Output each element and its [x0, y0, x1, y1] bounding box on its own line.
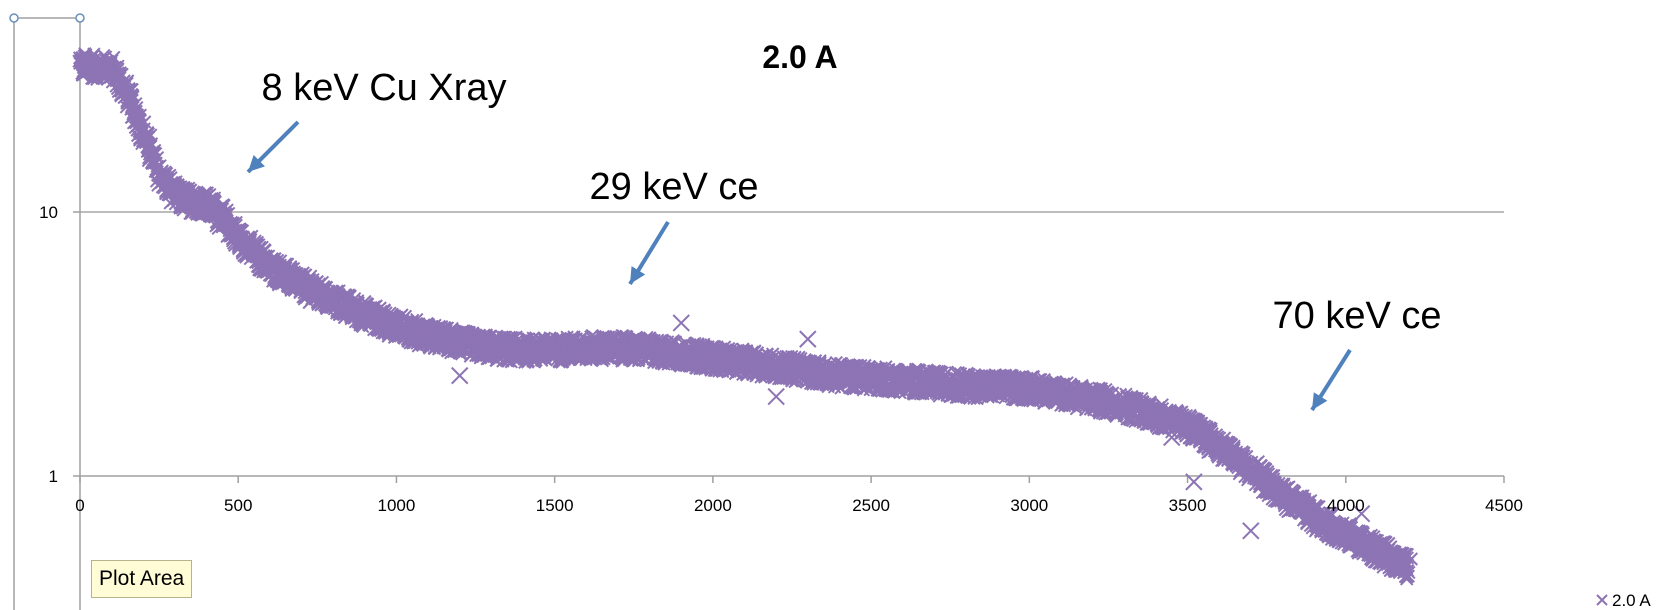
legend-label: 2.0 A — [1612, 591, 1651, 610]
annotation-arrowhead — [1312, 392, 1328, 410]
axes — [13, 14, 1505, 610]
data-point — [767, 387, 785, 406]
data-point — [1242, 522, 1260, 540]
annotations: 8 keV Cu Xray 29 keV ce 70 keV ce — [246, 67, 1442, 412]
data-point — [147, 143, 162, 158]
data-point — [219, 207, 233, 221]
data-point — [137, 115, 152, 129]
annotation-arrowhead — [630, 266, 646, 284]
x-tick-label: 0 — [75, 496, 84, 515]
selection-handle[interactable] — [75, 13, 85, 23]
chart-title: 2.0 A — [762, 39, 837, 75]
x-tick-label: 3000 — [1010, 496, 1048, 515]
legend: 2.0 A — [1596, 591, 1651, 610]
y-tick-label: 10 — [39, 203, 58, 222]
tick-labels: 1 10 0 500 1000 1500 2000 2500 3000 3500 4000 4500 — [39, 203, 1523, 515]
annotation-arrowhead — [248, 155, 265, 172]
x-tick-label: 2000 — [694, 496, 732, 515]
selection-handle[interactable] — [9, 13, 19, 23]
selection-handles[interactable] — [9, 13, 85, 23]
annotation-label: 70 keV ce — [1273, 295, 1442, 337]
data-point — [1400, 551, 1415, 565]
data-point — [451, 366, 469, 385]
x-tick-label: 2500 — [852, 496, 890, 515]
x-tick-label: 1500 — [536, 496, 574, 515]
y-tick-label: 1 — [49, 467, 58, 486]
data-point — [1352, 504, 1371, 523]
annotation-label: 29 keV ce — [590, 166, 759, 208]
data-point — [221, 206, 236, 221]
data-point — [1400, 556, 1415, 570]
annotation-label: 8 keV Cu Xray — [262, 67, 507, 109]
data-point — [799, 330, 817, 348]
data-points — [72, 46, 1419, 586]
data-point — [140, 130, 155, 144]
data-point — [220, 203, 234, 217]
data-point — [1185, 473, 1203, 491]
data-point — [672, 314, 690, 332]
data-point — [1163, 428, 1181, 447]
legend-marker — [1596, 594, 1608, 606]
x-tick-label: 1000 — [378, 496, 416, 515]
x-tick-label: 4500 — [1485, 496, 1523, 515]
x-tick-label: 500 — [224, 496, 252, 515]
x-tick-label: 4000 — [1327, 496, 1365, 515]
plot-area-tooltip: Plot Area — [91, 560, 193, 598]
x-tick-label: 3500 — [1169, 496, 1207, 515]
